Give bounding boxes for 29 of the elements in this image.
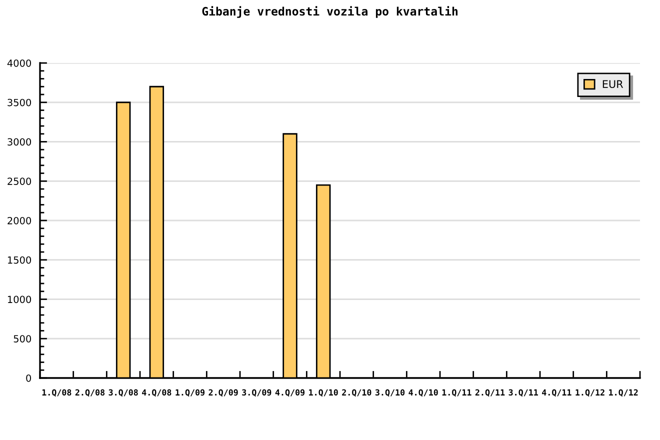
y-tick-label: 1000 [8, 296, 32, 304]
x-tick-label: 3.Q/11 [508, 389, 538, 397]
y-tick-label: 2500 [8, 178, 32, 185]
x-tick-label: 2.Q/10 [342, 389, 372, 397]
x-tick-label: 1.Q/12 [609, 389, 638, 397]
x-tick-label: 1.Q/09 [176, 389, 205, 397]
x-tick-label: 4.Q/09 [275, 389, 305, 397]
y-tick-label: 3500 [8, 98, 32, 106]
x-tick-label: 2.Q/09 [208, 389, 238, 397]
x-tick-label: 1.Q/08 [42, 389, 72, 397]
x-tick-label: 4.Q/11 [542, 389, 572, 397]
y-tick-label: 3000 [8, 138, 32, 146]
x-tick-label: 2.Q/11 [475, 389, 505, 397]
x-tick-label: 1.Q/11 [442, 389, 472, 397]
x-tick-label: 3.Q/09 [242, 389, 272, 397]
y-tick-label: 1500 [8, 256, 32, 264]
legend-label: EUR [602, 80, 624, 88]
y-tick-label: 0 [26, 374, 32, 382]
x-tick-label: 2.Q/08 [75, 389, 105, 397]
x-tick-label: 1.Q/12 [576, 389, 604, 397]
y-tick-label: 2000 [8, 216, 32, 224]
y-tick-label: 500 [14, 335, 32, 342]
x-tick-label: 1.Q/10 [309, 389, 338, 397]
x-tick-label: 3.Q/10 [375, 389, 405, 397]
x-tick-label: 4.Q/10 [408, 389, 438, 397]
y-tick-label: 4000 [7, 59, 32, 67]
chart-title: Gibanje vrednosti vozila po kvartalih [202, 6, 458, 18]
x-tick-label: 3.Q/08 [108, 389, 138, 397]
x-tick-label: 4.Q/08 [142, 389, 172, 397]
